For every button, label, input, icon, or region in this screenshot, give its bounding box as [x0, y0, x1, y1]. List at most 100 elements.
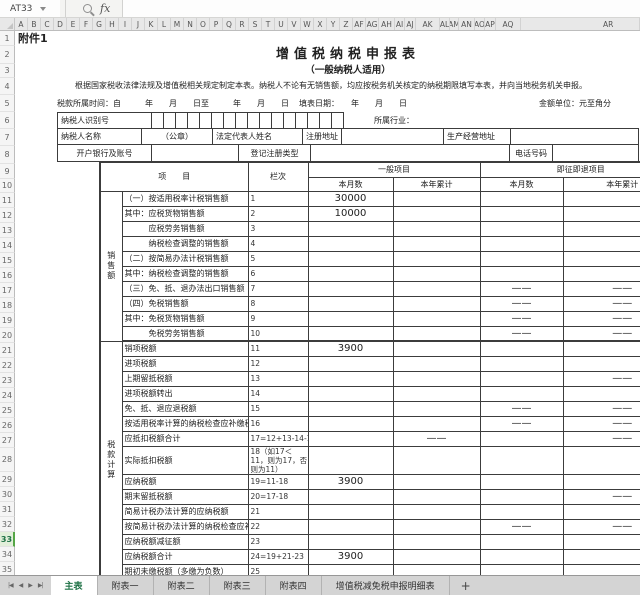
refund-month-cell[interactable] [479, 533, 564, 550]
column-header-AK[interactable]: AK [416, 18, 440, 30]
general-year-cell[interactable] [392, 355, 481, 372]
refund-year-cell[interactable]: —— [562, 325, 640, 342]
seal-cell[interactable]: （公章） [141, 128, 213, 145]
general-month-cell[interactable] [307, 415, 394, 432]
column-header-W[interactable]: W [301, 18, 314, 30]
row-header-7[interactable]: 7 [0, 129, 15, 146]
column-header-AL[interactable]: AL [440, 18, 450, 30]
general-month-cell[interactable]: 10000 [307, 205, 394, 222]
magnifier-icon[interactable] [83, 4, 92, 13]
general-month-cell[interactable] [307, 400, 394, 417]
column-header-AJ[interactable]: AJ [405, 18, 416, 30]
column-no-cell[interactable]: 20=17-18 [247, 488, 309, 505]
biz-address-label[interactable]: 生产经营地址 [443, 128, 511, 145]
general-year-cell[interactable] [392, 503, 481, 520]
item-cell[interactable]: 进项税额转出 [121, 385, 249, 402]
column-header-J[interactable]: J [132, 18, 145, 30]
general-year-cell[interactable] [392, 548, 481, 565]
refund-year-cell[interactable]: —— [562, 488, 640, 505]
item-cell[interactable]: 应纳税额 [121, 473, 249, 490]
row-header-2[interactable]: 2 [0, 46, 15, 64]
row-header-23[interactable]: 23 [0, 373, 15, 388]
general-month-cell[interactable] [307, 370, 394, 387]
item-cell[interactable]: （四）免税销售额 [121, 295, 249, 312]
column-header-K[interactable]: K [145, 18, 158, 30]
refund-year-cell[interactable]: —— [562, 400, 640, 417]
refund-year-cell[interactable] [562, 385, 640, 402]
item-cell[interactable]: 其中：免税货物销售额 [121, 310, 249, 327]
sheet-tab[interactable]: 附表一 [98, 576, 154, 595]
general-month-header[interactable]: 本月数 [307, 176, 394, 192]
row-header-30[interactable]: 30 [0, 487, 15, 502]
refund-month-cell[interactable]: —— [479, 518, 564, 535]
row-header-35[interactable]: 35 [0, 562, 15, 575]
refund-year-cell[interactable]: —— [562, 310, 640, 327]
column-header-AH[interactable]: AH [379, 18, 395, 30]
general-year-cell[interactable] [392, 205, 481, 222]
column-no-cell[interactable]: 13 [247, 370, 309, 387]
general-year-cell[interactable] [392, 370, 481, 387]
row-header-31[interactable]: 31 [0, 502, 15, 517]
item-cell[interactable]: 其中：纳税检查调整的销售额 [121, 265, 249, 282]
column-no-cell[interactable]: 16 [247, 415, 309, 432]
column-header-Q[interactable]: Q [223, 18, 236, 30]
column-header-M[interactable]: M [171, 18, 184, 30]
general-year-cell[interactable] [392, 295, 481, 312]
column-header-AN[interactable]: AN [459, 18, 475, 30]
general-month-cell[interactable] [307, 355, 394, 372]
row-header-1[interactable]: 1 [0, 31, 15, 46]
column-header-R[interactable]: R [236, 18, 249, 30]
general-year-cell[interactable] [392, 533, 481, 550]
column-header-I[interactable]: I [119, 18, 132, 30]
general-year-cell[interactable] [392, 415, 481, 432]
refund-year-cell[interactable]: —— [562, 370, 640, 387]
general-month-cell[interactable] [307, 220, 394, 237]
refund-year-cell[interactable]: —— [562, 415, 640, 432]
general-year-cell[interactable] [392, 250, 481, 267]
sheets-last-icon[interactable]: ▶| [37, 582, 44, 589]
general-month-cell[interactable] [307, 503, 394, 520]
row-header-3[interactable]: 3 [0, 64, 15, 78]
refund-month-cell[interactable] [479, 548, 564, 565]
refund-year-cell[interactable] [562, 250, 640, 267]
column-no-cell[interactable]: 25 [247, 563, 309, 575]
reg-address-label[interactable]: 注册地址 [302, 128, 342, 145]
column-header-Y[interactable]: Y [327, 18, 340, 30]
general-year-cell[interactable] [392, 265, 481, 282]
general-month-cell[interactable] [307, 310, 394, 327]
item-cell[interactable]: 期末留抵税额 [121, 488, 249, 505]
general-year-cell[interactable] [392, 310, 481, 327]
column-header-D[interactable]: D [54, 18, 67, 30]
column-header-AF[interactable]: AF [353, 18, 366, 30]
legal-rep-label[interactable]: 法定代表人姓名 [212, 128, 303, 145]
column-header-AI[interactable]: AI [395, 18, 405, 30]
general-month-cell[interactable] [307, 430, 394, 447]
column-no-cell[interactable]: 7 [247, 280, 309, 297]
row-header-25[interactable]: 25 [0, 403, 15, 418]
general-year-cell[interactable] [392, 220, 481, 237]
refund-project-header[interactable]: 即征即退项目 [479, 161, 640, 178]
item-cell[interactable]: 上期留抵税额 [121, 370, 249, 387]
sheet-tab[interactable]: 附表四 [266, 576, 322, 595]
row-header-13[interactable]: 13 [0, 223, 15, 238]
column-no-cell[interactable]: 22 [247, 518, 309, 535]
column-no-cell[interactable]: 5 [247, 250, 309, 267]
item-cell[interactable]: 销项税额 [121, 340, 249, 357]
item-cell[interactable]: 应纳税额合计 [121, 548, 249, 565]
row-header-29[interactable]: 29 [0, 472, 15, 487]
phone-value[interactable] [552, 144, 639, 162]
refund-month-cell[interactable] [479, 265, 564, 282]
cell-name-box[interactable]: AT33 [0, 0, 60, 17]
refund-month-cell[interactable] [479, 488, 564, 505]
column-no-cell[interactable]: 8 [247, 295, 309, 312]
column-header-L[interactable]: L [158, 18, 171, 30]
item-cell[interactable]: 进项税额 [121, 355, 249, 372]
item-cell[interactable]: 应税劳务销售额 [121, 220, 249, 237]
column-header-C[interactable]: C [41, 18, 54, 30]
item-cell[interactable]: 应抵扣税额合计 [121, 430, 249, 447]
refund-year-cell[interactable] [562, 473, 640, 490]
row-header-28[interactable]: 28 [0, 448, 15, 472]
side-label[interactable]: 税款计算 [99, 340, 123, 575]
row-header-12[interactable]: 12 [0, 208, 15, 223]
general-month-cell[interactable] [307, 563, 394, 575]
